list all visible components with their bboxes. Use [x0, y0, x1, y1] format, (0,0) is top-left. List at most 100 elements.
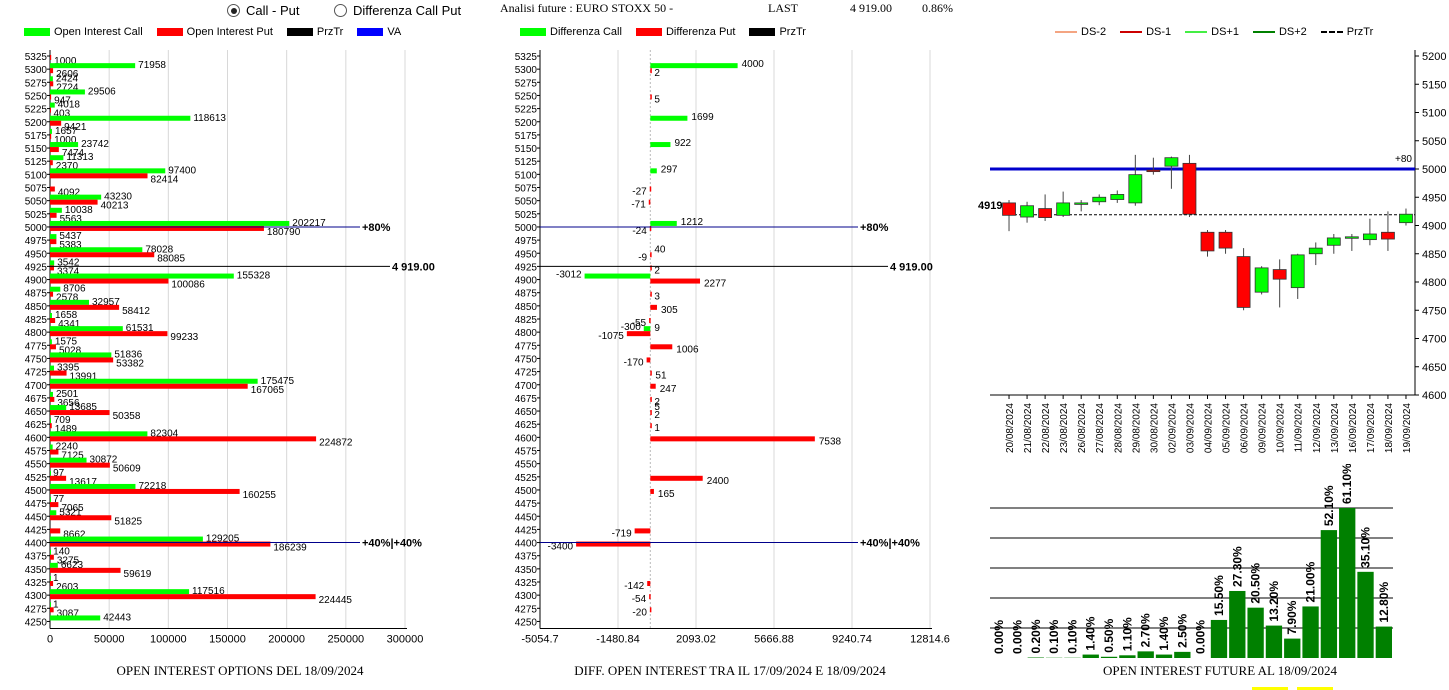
legend-label: VA — [387, 26, 402, 38]
x-tick-label: 250000 — [327, 633, 364, 645]
put-value-label: 1000 — [54, 56, 77, 67]
legend-label: Open Interest Put — [186, 26, 273, 38]
radio-differenza[interactable]: Differenza Call Put — [334, 3, 461, 18]
diff-put-label: -719 — [612, 528, 632, 539]
strike-label: 4900 — [25, 276, 48, 287]
diff-call-label: 4000 — [742, 59, 765, 70]
oi-future-label: 2.70% — [1139, 613, 1153, 647]
legend-item-ds-1: DS-1 — [1120, 26, 1171, 38]
candle-body — [1200, 231, 1215, 252]
legend-item-ds+1: DS+1 — [1185, 26, 1239, 38]
strike-label: 4400 — [25, 539, 48, 550]
call-value-label: 2501 — [56, 389, 79, 400]
legend-item-prztr: PrzTr — [749, 26, 806, 38]
call-bar — [50, 457, 87, 463]
strike-label: 4500 — [25, 486, 48, 497]
date-label: 30/08/2024 — [1149, 403, 1160, 453]
strike-label: 5025 — [515, 210, 538, 221]
oi-future-chart: 0.00% 0.00% 0.20% 0.10% 0.10% 1.40% 0.50% 1.10%… — [990, 464, 1393, 658]
legend-label: Open Interest Call — [54, 26, 143, 38]
marker-label: 4 919.00 — [890, 261, 933, 273]
oi-future-label: 52.10% — [1322, 485, 1336, 526]
put-value-label: 51825 — [114, 516, 142, 527]
put-value-label: 186239 — [273, 543, 307, 554]
legend-item-diff-call: Differenza Call — [520, 26, 622, 38]
date-label: 28/08/2024 — [1113, 403, 1124, 453]
call-bar — [50, 102, 55, 108]
put-bar — [50, 107, 51, 113]
call-value-label: 71958 — [138, 60, 166, 71]
date-label: 23/08/2024 — [1059, 403, 1070, 453]
strike-label: 4875 — [25, 289, 48, 300]
strike-label: 4875 — [515, 289, 538, 300]
put-bar — [50, 462, 110, 468]
call-value-label: 97400 — [168, 165, 196, 176]
put-bar — [50, 357, 114, 363]
strike-label: 4775 — [25, 341, 48, 352]
strike-label: 4575 — [25, 447, 48, 458]
oi-future-bar — [1339, 508, 1356, 658]
call-bar — [50, 510, 57, 516]
oi-future-label: 0.10% — [1047, 619, 1061, 653]
diff-extra-label: 40 — [654, 244, 666, 255]
call-bar — [50, 589, 190, 595]
y-tick-label: 4800 — [1422, 277, 1446, 289]
put-bar — [50, 554, 54, 560]
diff-put-label: 2277 — [704, 279, 727, 290]
diff-call-label: 922 — [674, 138, 691, 149]
date-label: 26/08/2024 — [1077, 403, 1088, 453]
legend-label: PrzTr — [316, 26, 344, 38]
call-bar — [50, 352, 112, 358]
call-value-label: 5437 — [59, 231, 82, 242]
put-bar — [50, 607, 54, 613]
strike-label: 4275 — [515, 604, 538, 615]
call-bar — [50, 234, 57, 240]
diff-put-bar — [650, 278, 701, 284]
put-value-label: 947 — [54, 95, 71, 106]
strike-label: 5275 — [515, 78, 538, 89]
strike-label: 4475 — [25, 499, 48, 510]
put-value-label: 2606 — [56, 69, 79, 80]
call-bar — [50, 378, 258, 384]
strike-label: 4450 — [25, 512, 48, 523]
candle-body — [1074, 202, 1089, 205]
put-bar — [50, 331, 168, 337]
strike-label: 5225 — [25, 105, 48, 116]
diff-put-bar — [649, 607, 652, 613]
call-bar — [50, 536, 203, 542]
va-level-label: +80 — [1395, 154, 1412, 165]
x-tick-label: 300000 — [387, 633, 424, 645]
legend-item-diff-put: Differenza Put — [635, 26, 735, 38]
call-value-label: 10038 — [65, 205, 93, 216]
diff-put-bar — [650, 423, 652, 429]
diff-put-bar — [650, 265, 652, 271]
put-value-label: 3275 — [57, 556, 80, 567]
diff-call-label: 1699 — [691, 112, 714, 123]
call-bar — [50, 220, 290, 226]
call-value-label: 97 — [53, 468, 65, 479]
call-value-label: 29506 — [88, 86, 116, 97]
date-label: 29/08/2024 — [1131, 403, 1142, 453]
diff-put-bar — [650, 383, 656, 389]
legend-item-put: Open Interest Put — [156, 26, 273, 38]
x-tick-label: 12814.6 — [910, 633, 950, 645]
put-value-label: 50609 — [113, 464, 141, 475]
strike-label: 4375 — [25, 552, 48, 563]
diff-put-bar — [576, 541, 651, 547]
diff-put-bar — [649, 225, 652, 231]
legend-item-prztr: PrzTr — [286, 26, 344, 38]
y-tick-label: 4650 — [1422, 362, 1446, 374]
date-label: 21/08/2024 — [1023, 403, 1034, 453]
call-value-label: 117516 — [192, 586, 225, 597]
radio-call-put[interactable]: Call - Put — [227, 3, 299, 18]
candle-body — [1236, 256, 1251, 308]
put-value-label: 100086 — [171, 280, 205, 291]
strike-label: 5075 — [25, 184, 48, 195]
strike-label: 4425 — [25, 525, 48, 536]
diff-put-label: 165 — [658, 489, 675, 500]
candle-body — [1182, 162, 1197, 215]
oi-future-bar — [1375, 626, 1392, 658]
diff-put-bar — [634, 528, 651, 534]
put-bar — [50, 252, 155, 258]
call-bar — [50, 260, 55, 266]
